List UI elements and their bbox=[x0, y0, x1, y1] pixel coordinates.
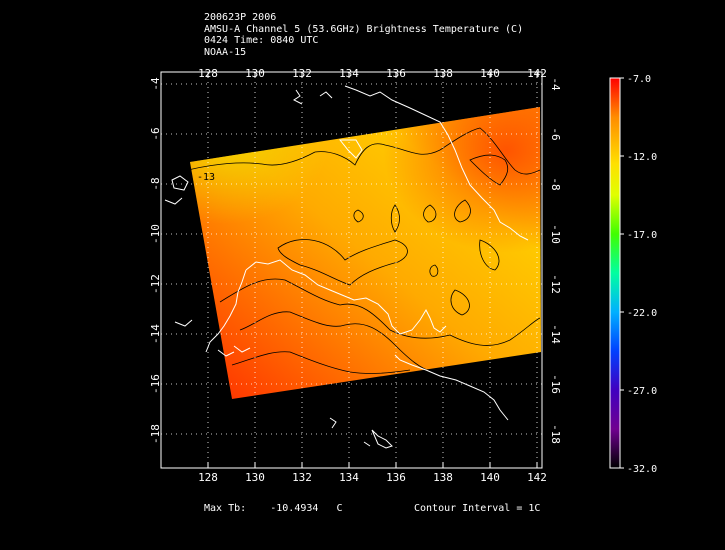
lon-label-bottom: 140 bbox=[480, 471, 500, 484]
lon-label-top: 134 bbox=[339, 67, 359, 80]
title-line-channel: AMSU-A Channel 5 (53.6GHz) Brightness Te… bbox=[204, 23, 524, 35]
colorbar-frame bbox=[609, 77, 621, 469]
colorbar-label: -12.0 bbox=[627, 152, 657, 163]
colorbar-label: -32.0 bbox=[627, 464, 657, 475]
lat-label-right: -8 bbox=[549, 177, 562, 190]
lat-label-right: -4 bbox=[549, 77, 562, 91]
lon-label-top: 136 bbox=[386, 67, 406, 80]
max-tb-unit: C bbox=[336, 503, 343, 514]
contour-interval-text: Contour Interval = 1C bbox=[414, 503, 541, 514]
lat-labels-right: -4 -6 -8 -10 -12 -14 -16 -18 bbox=[549, 77, 562, 444]
lat-label-left: -8 bbox=[149, 177, 162, 190]
lon-label-top: 130 bbox=[245, 67, 265, 80]
title-line-satellite: NOAA-15 bbox=[204, 46, 247, 58]
lat-label-right: -16 bbox=[549, 374, 562, 394]
lat-label-left: -4 bbox=[149, 77, 162, 91]
lon-label-bottom: 136 bbox=[386, 471, 406, 484]
lat-label-left: -18 bbox=[149, 424, 162, 444]
lat-label-right: -12 bbox=[549, 274, 562, 294]
colorbar-ticks bbox=[620, 77, 624, 469]
lon-label-top: 138 bbox=[433, 67, 453, 80]
map-frame bbox=[160, 71, 543, 469]
lon-label-bottom: 128 bbox=[198, 471, 218, 484]
title-line-time: 0424 Time: 0840 UTC bbox=[204, 35, 319, 46]
lon-labels-top: 128 130 132 134 136 138 140 142 bbox=[198, 67, 547, 80]
contour-value-label: -13 bbox=[197, 172, 215, 183]
title-line-storm: 200623P 2006 bbox=[204, 12, 277, 23]
lon-label-top: 142 bbox=[527, 67, 547, 80]
colorbar-label: -22.0 bbox=[627, 308, 657, 319]
lat-label-left: -12 bbox=[149, 274, 162, 294]
lat-label-left: -6 bbox=[149, 127, 162, 140]
lon-label-top: 140 bbox=[480, 67, 500, 80]
lat-label-right: -18 bbox=[549, 424, 562, 444]
colorbar-ramp bbox=[610, 78, 620, 468]
tick-marks bbox=[207, 72, 538, 468]
max-tb-value: -10.4934 bbox=[270, 503, 319, 514]
lat-label-left: -14 bbox=[149, 324, 162, 344]
lon-label-bottom: 130 bbox=[245, 471, 265, 484]
colorbar-labels: -7.0 -12.0 -17.0 -22.0 -27.0 -32.0 bbox=[627, 74, 657, 475]
lat-label-right: -10 bbox=[549, 224, 562, 244]
lat-label-left: -10 bbox=[149, 224, 162, 244]
lat-label-left: -16 bbox=[149, 374, 162, 394]
lon-label-bottom: 134 bbox=[339, 471, 359, 484]
lon-labels-bottom: 128 130 132 134 136 138 140 142 bbox=[198, 471, 547, 484]
lat-label-right: -6 bbox=[549, 127, 562, 140]
colorbar-label: -7.0 bbox=[627, 74, 651, 85]
title-block: 200623P 2006 AMSU-A Channel 5 (53.6GHz) B… bbox=[204, 12, 523, 58]
brightness-swath bbox=[190, 107, 541, 399]
lat-lon-grid bbox=[161, 72, 542, 468]
colorbar-label: -17.0 bbox=[627, 230, 657, 241]
lon-label-bottom: 142 bbox=[527, 471, 547, 484]
colorbar: -7.0 -12.0 -17.0 -22.0 -27.0 -32.0 bbox=[609, 74, 657, 475]
lon-label-top: 128 bbox=[198, 67, 218, 80]
colorbar-label: -27.0 bbox=[627, 386, 657, 397]
lon-label-top: 132 bbox=[292, 67, 312, 80]
lon-label-bottom: 138 bbox=[433, 471, 453, 484]
coastline bbox=[164, 85, 529, 449]
max-tb-readout: Max Tb: -10.4934 C bbox=[204, 503, 343, 514]
lon-label-bottom: 132 bbox=[292, 471, 312, 484]
lat-label-right: -14 bbox=[549, 324, 562, 344]
max-tb-label: Max Tb: bbox=[204, 503, 247, 514]
lat-labels-left: -4 -6 -8 -10 -12 -14 -16 -18 bbox=[149, 77, 162, 444]
contour-lines bbox=[167, 127, 541, 374]
